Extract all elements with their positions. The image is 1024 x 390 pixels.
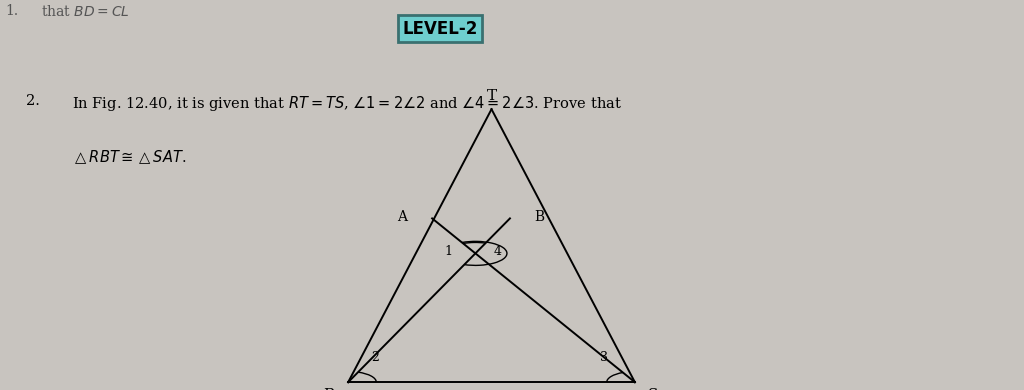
Text: LEVEL-2: LEVEL-2: [402, 20, 478, 37]
Text: R: R: [324, 388, 335, 390]
Text: 1.: 1.: [5, 4, 18, 18]
Text: 3: 3: [600, 351, 608, 364]
Text: 4: 4: [494, 245, 502, 258]
Text: 1: 1: [444, 245, 453, 258]
Text: S: S: [648, 388, 658, 390]
Text: B: B: [535, 209, 545, 223]
Text: A: A: [397, 209, 408, 223]
Text: T: T: [486, 89, 497, 103]
Text: $\triangle RBT \cong \triangle SAT$.: $\triangle RBT \cong \triangle SAT$.: [72, 148, 186, 166]
Text: In Fig. 12.40, it is given that $RT = TS$, $\angle 1=2\angle 2$ and $\angle 4=2\: In Fig. 12.40, it is given that $RT = TS…: [72, 94, 622, 113]
Text: that $BD = CL$: that $BD = CL$: [41, 4, 130, 19]
Text: 2.: 2.: [26, 94, 40, 108]
Text: 2: 2: [371, 351, 379, 364]
